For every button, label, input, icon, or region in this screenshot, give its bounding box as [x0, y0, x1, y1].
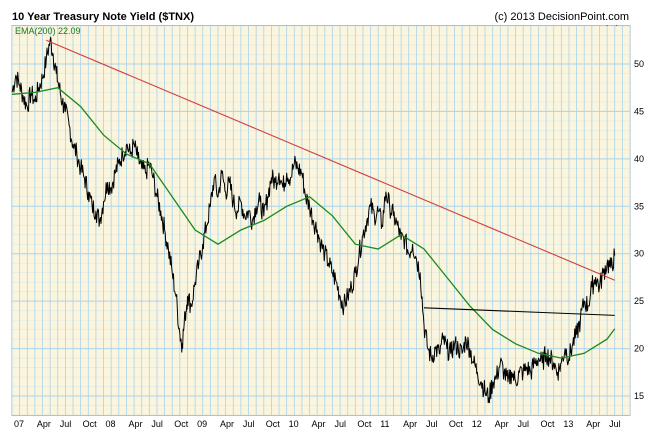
x-tick-label: Apr: [495, 419, 509, 429]
support-line: [423, 307, 615, 316]
y-tick-label: 30: [634, 249, 644, 259]
x-tick-label: 13: [563, 419, 573, 429]
x-tick-label: 07: [14, 419, 24, 429]
x-tick-label: Oct: [540, 419, 555, 429]
x-tick-label: 10: [289, 419, 299, 429]
resistance-trendline: [46, 39, 615, 281]
y-tick-label: 15: [634, 391, 644, 401]
plot-background: [12, 26, 630, 415]
x-tick-label: 08: [106, 419, 116, 429]
legend-ema: EMA(200) 22.09: [15, 26, 81, 36]
y-axis: 15 20 25 30 35 40 45 50: [634, 59, 644, 401]
x-tick-label: Jul: [609, 419, 621, 429]
copyright-text: (c) 2013 DecisionPoint.com: [494, 11, 629, 23]
x-tick-label: 11: [380, 419, 389, 429]
x-tick-label: 12: [472, 419, 482, 429]
x-axis: 07 Apr Jul Oct 08 Apr Jul Oct 09 Apr Jul Oct 10 Apr Ju…: [14, 419, 621, 429]
x-tick-label: Apr: [586, 419, 600, 429]
x-tick-label: Jul: [60, 419, 72, 429]
y-tick-label: 35: [634, 201, 644, 211]
chart-title: 10 Year Treasury Note Yield ($TNX): [12, 11, 194, 23]
price-series-line: [11, 36, 616, 404]
x-tick-label: Oct: [174, 419, 189, 429]
y-tick-label: 40: [634, 154, 644, 164]
x-tick-label: Apr: [403, 419, 417, 429]
x-tick-label: Jul: [243, 419, 255, 429]
ema-series-line: [11, 87, 616, 359]
x-tick-label: Apr: [312, 419, 326, 429]
plot-area: [11, 25, 631, 416]
x-tick-label: Oct: [83, 419, 98, 429]
x-tick-label: Jul: [426, 419, 438, 429]
x-tick-label: Jul: [334, 419, 346, 429]
y-tick-label: 25: [634, 296, 644, 306]
x-tick-label: Apr: [220, 419, 234, 429]
y-tick-label: 45: [634, 106, 644, 116]
x-tick-label: Oct: [449, 419, 464, 429]
x-tick-label: Jul: [518, 419, 530, 429]
x-tick-label: Apr: [128, 419, 142, 429]
x-tick-label: Oct: [266, 419, 281, 429]
x-tick-label: Jul: [151, 419, 163, 429]
x-tick-label: Apr: [37, 419, 51, 429]
x-tick-label: Oct: [357, 419, 372, 429]
y-tick-label: 50: [634, 59, 644, 69]
x-tick-label: 09: [197, 419, 207, 429]
y-tick-label: 20: [634, 344, 644, 354]
